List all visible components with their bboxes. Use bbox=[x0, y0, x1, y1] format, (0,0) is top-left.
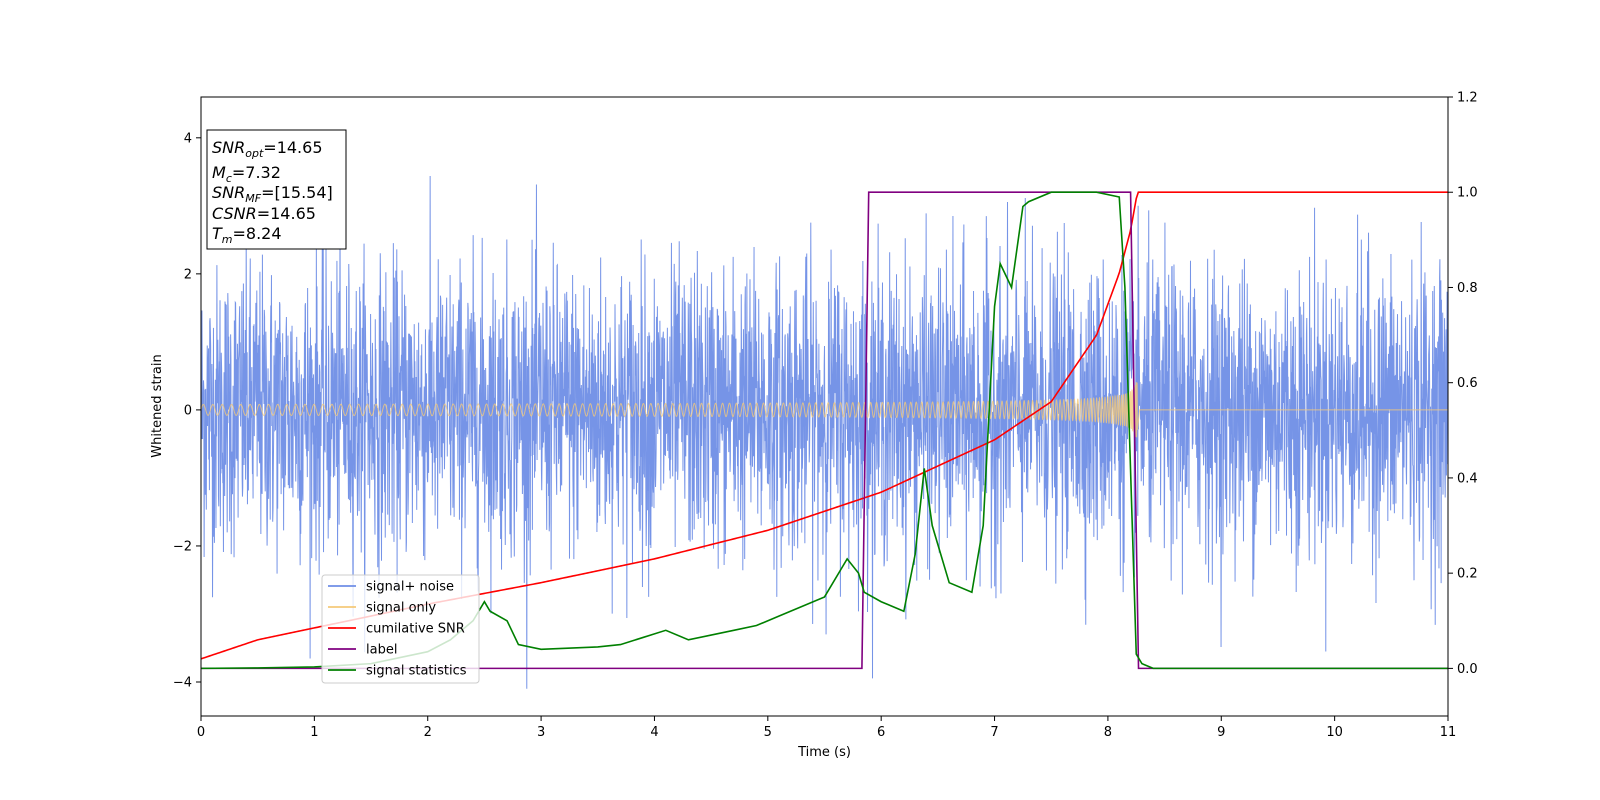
y2-tick-label: 0.0 bbox=[1457, 662, 1478, 677]
x-tick-label: 5 bbox=[764, 725, 772, 740]
info-line: CSNR=14.65 bbox=[212, 204, 316, 223]
y-axis-left: −4 −2 0 2 4 bbox=[173, 131, 201, 690]
legend-label: signal+ noise bbox=[366, 580, 454, 595]
series-signal-statistics bbox=[201, 191, 1448, 670]
legend-label: label bbox=[366, 643, 397, 658]
x-tick-label: 10 bbox=[1326, 725, 1343, 740]
info-line: SNRopt=14.65 bbox=[212, 138, 323, 160]
y2-tick-label: 0.4 bbox=[1457, 471, 1478, 486]
info-line: Mc=7.32 bbox=[212, 163, 281, 185]
y2-tick-label: 1.0 bbox=[1457, 186, 1478, 201]
info-line: Tm=8.24 bbox=[212, 224, 282, 246]
legend-frame bbox=[321, 574, 480, 684]
y-tick-label: 0 bbox=[184, 403, 192, 418]
y2-tick-label: 1.2 bbox=[1457, 91, 1478, 106]
plot-frame bbox=[200, 96, 1449, 717]
x-tick-label: 1 bbox=[310, 725, 318, 740]
x-tick-label: 4 bbox=[650, 725, 658, 740]
y-tick-label: 2 bbox=[184, 267, 192, 282]
y-tick-label: −4 bbox=[173, 675, 192, 690]
info-box-frame bbox=[206, 129, 347, 250]
y-tick-label: 4 bbox=[184, 131, 192, 146]
series-signal-only bbox=[201, 382, 1448, 438]
legend-label: signal statistics bbox=[366, 664, 467, 679]
legend-label: cumilative SNR bbox=[366, 622, 465, 637]
info-box: SNRopt=14.65 Mc=7.32SNRMF=[15.54]CSNR=14.… bbox=[206, 129, 347, 250]
y2-tick-label: 0.8 bbox=[1457, 281, 1478, 296]
x-axis-label: Time (s) bbox=[797, 745, 851, 760]
info-line: SNRMF=[15.54] bbox=[212, 183, 333, 205]
series-signal-noise bbox=[201, 175, 1448, 689]
y-axis-label: Whitened strain bbox=[150, 354, 165, 457]
y2-tick-label: 0.2 bbox=[1457, 567, 1478, 582]
y-axis-right: 0.0 0.2 0.4 0.6 0.8 1.0 1.2 bbox=[1448, 91, 1478, 677]
x-axis: 0 1 2 3 4 5 6 7 8 9 10 11 bbox=[197, 716, 1456, 740]
x-tick-label: 3 bbox=[537, 725, 545, 740]
x-tick-label: 8 bbox=[1104, 725, 1112, 740]
legend-label: signal only bbox=[366, 601, 436, 616]
y2-tick-label: 0.6 bbox=[1457, 376, 1478, 391]
y-tick-label: −2 bbox=[173, 539, 192, 554]
x-tick-label: 7 bbox=[990, 725, 998, 740]
x-tick-label: 2 bbox=[424, 725, 432, 740]
x-tick-label: 6 bbox=[877, 725, 885, 740]
x-tick-label: 9 bbox=[1217, 725, 1225, 740]
x-tick-label: 11 bbox=[1440, 725, 1457, 740]
legend: signal+ noise signal only cumilative SNR la… bbox=[321, 574, 480, 684]
x-tick-label: 0 bbox=[197, 725, 205, 740]
